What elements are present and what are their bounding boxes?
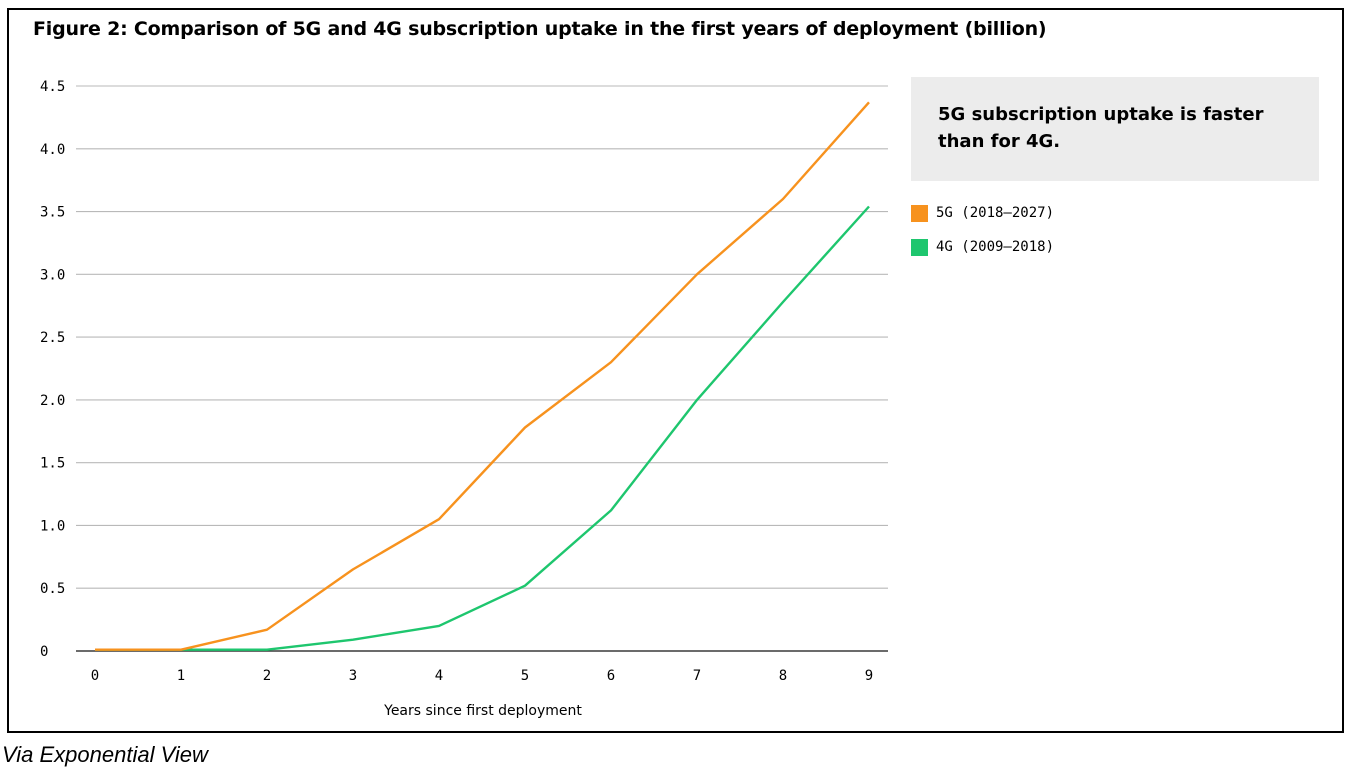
y-tick-label: 4.5: [40, 79, 65, 95]
y-tick-label: 4.0: [40, 142, 65, 158]
series-line-5g: [95, 101, 870, 651]
y-tick-label: 2.0: [40, 393, 65, 409]
x-tick-label: 8: [779, 668, 787, 684]
source-caption: Via Exponential View: [2, 742, 208, 767]
x-axis-ticks: 0 1 2 3 4 5 6 7 8 9: [91, 668, 873, 684]
x-tick-label: 7: [693, 668, 701, 684]
y-tick-label: 1.0: [40, 518, 65, 534]
legend-swatch-4g: [911, 238, 928, 256]
x-tick-label: 1: [177, 668, 185, 684]
gridlines: [76, 85, 888, 652]
x-tick-label: 6: [607, 668, 615, 684]
x-tick-label: 9: [865, 668, 873, 684]
x-tick-label: 4: [435, 668, 443, 684]
y-axis-ticks: 0 0.5 1.0 1.5 2.0 2.5 3.0 3.5 4.0 4.5: [40, 79, 65, 660]
legend-label-4g: 4G (2009–2018): [936, 239, 1055, 255]
y-tick-label: 0: [40, 644, 48, 660]
series-line-4g: [95, 205, 870, 651]
y-tick-label: 3.5: [40, 205, 65, 221]
y-tick-label: 2.5: [40, 330, 65, 346]
chart-title: Figure 2: Comparison of 5G and 4G subscr…: [33, 18, 1047, 40]
x-tick-label: 2: [263, 668, 271, 684]
legend: 5G (2018–2027) 4G (2009–2018): [911, 203, 1054, 271]
legend-swatch-5g: [911, 204, 928, 222]
series-lines: [95, 101, 870, 651]
y-tick-label: 0.5: [40, 581, 65, 597]
annotation-callout: 5G subscription uptake is faster than fo…: [911, 77, 1319, 181]
x-axis-label: Years since first deployment: [383, 703, 582, 719]
x-tick-label: 5: [521, 668, 529, 684]
x-tick-label: 3: [349, 668, 357, 684]
annotation-text: 5G subscription uptake is faster than fo…: [938, 104, 1264, 152]
legend-item-4g: 4G (2009–2018): [911, 237, 1054, 257]
x-tick-label: 0: [91, 668, 99, 684]
y-tick-label: 1.5: [40, 456, 65, 472]
legend-label-5g: 5G (2018–2027): [936, 205, 1055, 221]
y-tick-label: 3.0: [40, 267, 65, 283]
legend-item-5g: 5G (2018–2027): [911, 203, 1054, 223]
